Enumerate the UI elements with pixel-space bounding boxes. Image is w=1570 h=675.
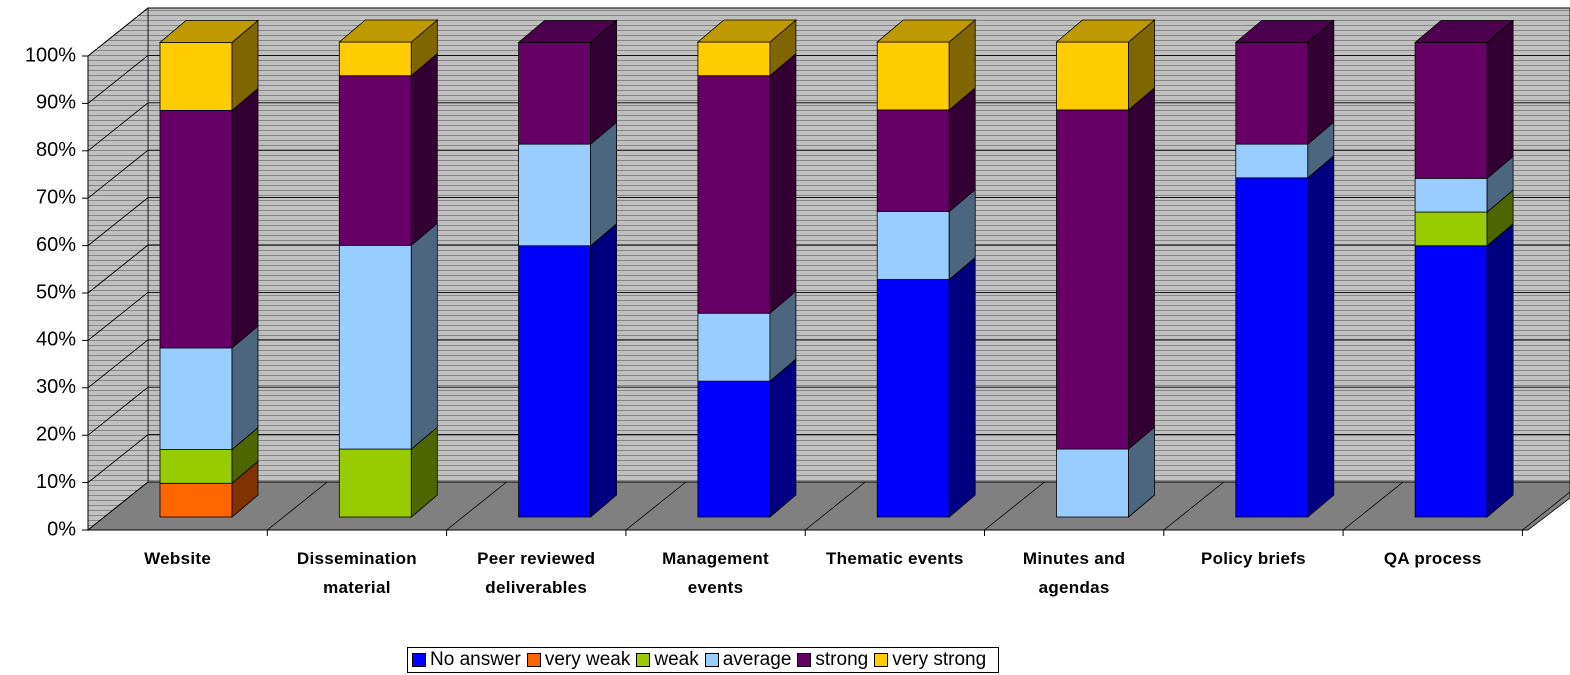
legend-label: very strong xyxy=(892,649,987,670)
legend-item: No answer xyxy=(412,649,521,671)
grid-line xyxy=(87,7,1570,57)
floor-divider xyxy=(984,481,1045,531)
bar-top xyxy=(338,19,439,43)
bar-front xyxy=(1414,177,1488,213)
bar-front xyxy=(1414,42,1488,179)
y-tick-label: 50% xyxy=(36,281,76,303)
y-tick-label: 30% xyxy=(36,376,76,398)
x-tick-label: Peer reviewed deliverables xyxy=(477,549,596,597)
bar-front xyxy=(1235,42,1309,145)
y-tick-label: 60% xyxy=(36,234,76,256)
y-tick-label: 40% xyxy=(36,329,76,351)
legend-item: very strong xyxy=(874,649,986,671)
bar-side xyxy=(590,20,617,43)
bar-side xyxy=(1486,19,1514,180)
legend-swatch xyxy=(636,653,651,667)
floor xyxy=(86,481,1570,531)
bar-front xyxy=(338,244,412,450)
bar-top xyxy=(1055,19,1156,43)
legend-swatch xyxy=(874,653,889,667)
floor-divider xyxy=(1522,491,1570,531)
y-tick-label: 20% xyxy=(36,423,76,445)
legend-swatch xyxy=(704,653,719,667)
bar-front xyxy=(697,75,771,314)
chart: 0% 10% 20% 30% 40% 50% 60% 70% 80% 90% 100% xyxy=(25,7,1570,540)
legend-swatch xyxy=(412,653,426,667)
y-tick-label: 70% xyxy=(36,186,76,208)
bar-side xyxy=(1486,222,1514,518)
x-tick-label: Management events xyxy=(662,549,769,597)
bar-front xyxy=(159,42,233,111)
bar-side xyxy=(590,222,617,518)
floor-divider xyxy=(625,481,687,531)
legend-item: strong xyxy=(797,649,868,671)
y-tick-label: 10% xyxy=(36,471,76,493)
bar-side xyxy=(1128,87,1155,450)
bar-top xyxy=(696,19,797,43)
bar-front xyxy=(338,75,412,246)
x-tick-label: QA process xyxy=(1383,549,1482,568)
y-tick-label: 100% xyxy=(25,44,76,66)
bar-front xyxy=(159,482,233,518)
bar-top xyxy=(876,19,977,43)
legend-item: weak xyxy=(636,649,699,671)
bar-side xyxy=(1307,20,1335,43)
legend-label: strong xyxy=(815,649,869,670)
legend: No answer very weak weak average strong very … xyxy=(407,647,1000,673)
bar-front xyxy=(876,109,950,212)
bar-side xyxy=(231,87,259,349)
bar-front xyxy=(159,347,233,450)
bar-front xyxy=(697,312,771,382)
bar-top xyxy=(158,20,260,43)
legend-label: average xyxy=(722,649,792,670)
bar-front xyxy=(876,41,950,111)
floor-divider xyxy=(804,481,866,531)
legend-item: average xyxy=(704,649,792,671)
bar-front xyxy=(697,380,771,518)
floor-divider xyxy=(267,481,328,531)
bar-front xyxy=(697,41,771,77)
y-tick-label: 80% xyxy=(36,139,76,161)
bar-front xyxy=(1056,109,1129,450)
x-tick-label: Minutes and agendas xyxy=(1022,549,1126,597)
x-tick-label: Thematic events xyxy=(825,549,964,568)
bar-front xyxy=(518,245,591,518)
legend-label: No answer xyxy=(430,649,521,670)
legend-item: very weak xyxy=(526,649,631,671)
bar-front xyxy=(1414,211,1488,247)
legend-label: weak xyxy=(654,649,699,670)
bar-side xyxy=(769,52,797,315)
x-tick-label: Policy briefs xyxy=(1200,549,1306,568)
bar-front xyxy=(338,448,412,518)
y-tick-label: 0% xyxy=(47,518,76,540)
bar-side xyxy=(948,256,976,518)
bar-front xyxy=(338,41,412,77)
bar-front xyxy=(876,211,950,280)
bar-front xyxy=(159,449,233,484)
floor-divider xyxy=(1342,481,1404,531)
bar-side xyxy=(410,52,438,247)
legend-swatch xyxy=(526,653,541,667)
bar-side xyxy=(1486,20,1514,43)
bar-side xyxy=(1307,154,1335,518)
bar-front xyxy=(159,110,233,349)
bar-front xyxy=(1235,177,1309,518)
bar-side xyxy=(769,358,797,518)
bar-front xyxy=(1056,448,1129,518)
y-tick-label: 90% xyxy=(36,92,76,114)
bar-front xyxy=(518,42,591,145)
x-tick-label: Dissemination material xyxy=(296,549,417,597)
floor-divider xyxy=(1163,481,1225,531)
bar-front xyxy=(1414,245,1488,518)
legend-label: very weak xyxy=(544,649,631,670)
bar-front xyxy=(518,143,591,247)
bar-front xyxy=(1056,41,1129,111)
legend-swatch xyxy=(797,653,812,667)
bar-front xyxy=(1235,143,1309,179)
bar-side xyxy=(410,222,438,450)
x-tick-label: Website xyxy=(144,549,212,568)
floor-divider xyxy=(446,481,507,531)
bar-front xyxy=(876,279,950,518)
